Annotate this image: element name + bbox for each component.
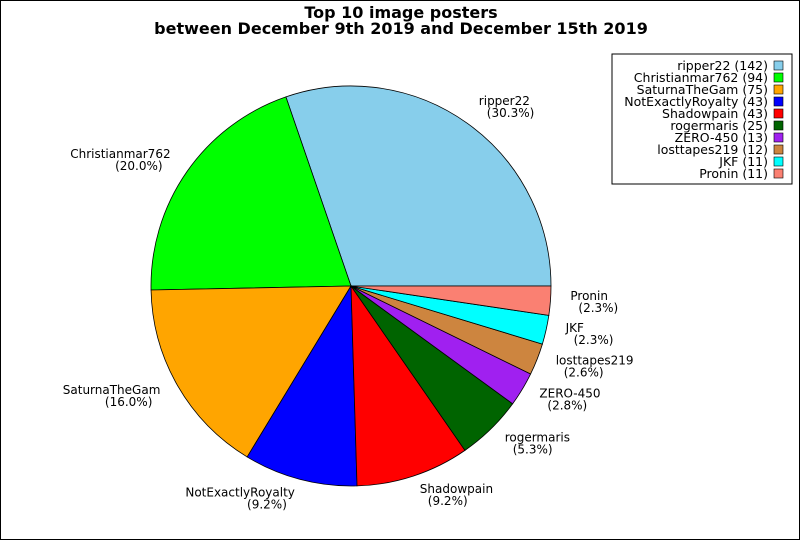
legend-swatch xyxy=(773,60,784,71)
legend-entry: Shadowpain (43) xyxy=(662,106,768,121)
legend-entry: ripper22 (142) xyxy=(677,58,768,73)
legend-entry: ZERO-450 (13) xyxy=(675,130,768,145)
slice-label-name: Pronin xyxy=(570,289,608,303)
slice-label-name: ripper22 xyxy=(479,94,530,108)
legend-swatch xyxy=(773,96,784,107)
legend: ripper22 (142)Christianmar762 (94)Saturn… xyxy=(611,53,793,185)
slice-label: rogermaris (5.3%) xyxy=(505,430,570,456)
chart-title: Top 10 image posters xyxy=(304,3,497,22)
slice-label: JKF (2.3%) xyxy=(565,321,614,347)
slice-label-name: NotExactlyRoyalty xyxy=(185,486,295,500)
slice-label: NotExactlyRoyalty (9.2%) xyxy=(185,486,295,512)
slice-label-percent: (2.3%) xyxy=(574,333,614,347)
chart-subtitle: between December 9th 2019 and December 1… xyxy=(154,19,648,38)
slice-label-percent: (2.6%) xyxy=(564,366,604,380)
pie-slice-christianmar762 xyxy=(150,96,352,291)
slice-label: Pronin (2.3%) xyxy=(570,289,618,315)
slice-label-percent: (9.2%) xyxy=(428,494,468,508)
slice-label-name: JKF xyxy=(565,321,584,335)
slice-label-name: rogermaris xyxy=(505,430,570,444)
legend-entry: NotExactlyRoyalty (43) xyxy=(624,94,768,109)
slice-label-name: losttapes219 xyxy=(556,354,634,368)
legend-entry: SaturnaTheGam (75) xyxy=(637,82,768,97)
legend-swatch xyxy=(773,72,784,83)
slice-label-name: Christianmar762 xyxy=(70,147,170,161)
slice-label-percent: (9.2%) xyxy=(247,498,287,512)
slice-label: Shadowpain (9.2%) xyxy=(420,482,493,508)
legend-swatch xyxy=(773,132,784,143)
legend-entry: losttapes219 (12) xyxy=(657,142,768,157)
legend-swatch xyxy=(773,108,784,119)
slice-label-percent: (30.3%) xyxy=(487,106,534,120)
slice-label-name: Shadowpain xyxy=(420,482,493,496)
pie-slice-ripper22 xyxy=(285,85,552,287)
slice-label-percent: (20.0%) xyxy=(115,159,162,173)
slice-label-name: ZERO-450 xyxy=(539,387,600,401)
slice-label-percent: (2.3%) xyxy=(578,301,618,315)
slice-label: ripper22 (30.3%) xyxy=(479,94,534,120)
slice-label-name: SaturnaTheGam xyxy=(63,383,161,397)
slice-label: Christianmar762 (20.0%) xyxy=(70,147,170,173)
legend-entry: Pronin (11) xyxy=(699,166,768,181)
legend-entry: Christianmar762 (94) xyxy=(634,70,768,85)
pie-slice-shadowpain xyxy=(350,284,466,487)
legend-swatch xyxy=(773,84,784,95)
legend-entry: rogermaris (25) xyxy=(670,118,768,133)
pie-slice-pronin xyxy=(350,285,552,316)
legend-swatch xyxy=(773,156,784,167)
slice-label-percent: (5.3%) xyxy=(513,442,553,456)
slice-label-percent: (16.0%) xyxy=(105,395,152,409)
slice-labels: ripper22 (30.3%) Christianmar762 (20.0%) Sat… xyxy=(63,94,634,512)
pie-slice-saturnathegam xyxy=(150,285,352,458)
legend-entry: JKF (11) xyxy=(718,154,768,169)
legend-swatch xyxy=(773,144,784,155)
legend-box xyxy=(611,53,793,185)
legend-swatch xyxy=(773,168,784,179)
slice-label: ZERO-450 (2.8%) xyxy=(539,387,600,413)
pie-slice-notexactlyroyalty xyxy=(246,284,358,487)
legend-swatch xyxy=(773,120,784,131)
pie-slices xyxy=(150,85,552,487)
slice-label-percent: (2.8%) xyxy=(547,399,587,413)
slice-label: SaturnaTheGam (16.0%) xyxy=(63,383,161,409)
slice-label: losttapes219 (2.6%) xyxy=(556,354,634,380)
